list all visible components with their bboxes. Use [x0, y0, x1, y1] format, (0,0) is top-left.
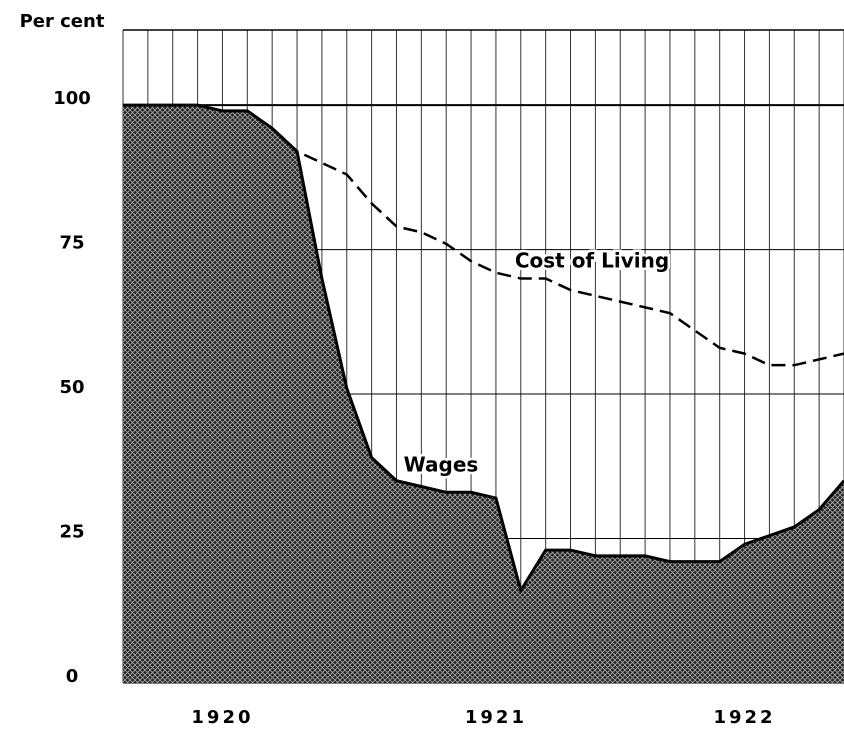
- line: [123, 103, 844, 595]
- y-tick-label: 0: [66, 666, 79, 687]
- y-tick-label: 75: [59, 233, 84, 254]
- y-tick-label: 25: [59, 522, 84, 543]
- y-axis-label: Per cent: [20, 11, 105, 32]
- x-tick-label: 1922: [713, 707, 775, 728]
- line: [271, 127, 844, 367]
- area: [123, 105, 844, 683]
- annotation: Cost of Living: [515, 249, 669, 273]
- y-tick-label: 100: [53, 88, 91, 109]
- x-tick-label: 1920: [191, 707, 253, 728]
- y-tick-label: 50: [59, 377, 84, 398]
- x-tick-label: 1921: [465, 707, 527, 728]
- annotation: Wages: [404, 453, 479, 477]
